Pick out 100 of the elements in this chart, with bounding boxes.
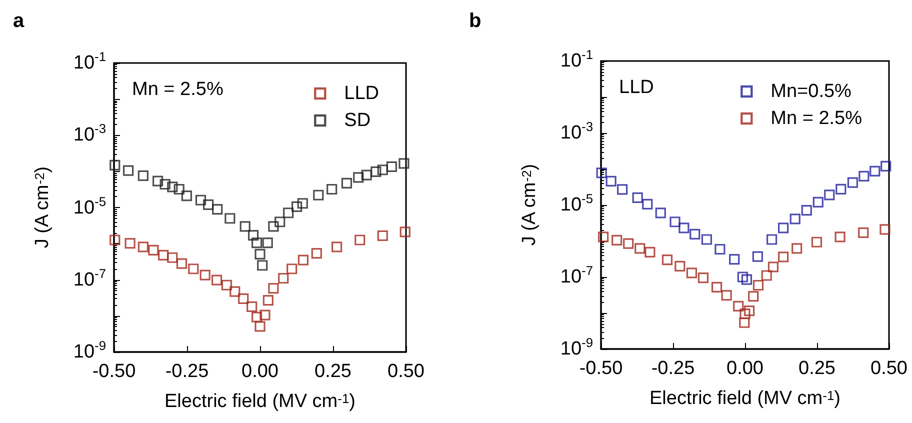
point — [246, 301, 258, 312]
point — [698, 272, 709, 284]
point — [824, 190, 835, 200]
y-tick-label: 10$^{-5}$ — [560, 191, 593, 216]
point — [123, 165, 134, 176]
point — [398, 158, 410, 169]
legend-label: SD — [344, 110, 371, 131]
point — [341, 178, 352, 189]
y-tick-label: 10$^{-1}$ — [560, 47, 593, 72]
y-tick-label: 10$^{-7}$ — [73, 266, 106, 290]
y-tick-label: 10$^{-9}$ — [560, 335, 593, 360]
point — [834, 232, 846, 242]
point — [176, 258, 188, 269]
point — [268, 221, 279, 232]
y-tick-label: 10$^{-5}$ — [73, 194, 106, 218]
point — [158, 250, 169, 260]
point — [870, 166, 880, 176]
point — [711, 282, 722, 293]
point — [274, 216, 286, 228]
point — [662, 254, 673, 266]
point — [353, 172, 364, 183]
point — [283, 208, 294, 218]
point — [670, 216, 680, 228]
point — [766, 234, 778, 245]
point — [148, 244, 159, 256]
legend-label: Mn = 2.5% — [770, 108, 862, 129]
point — [748, 291, 759, 302]
point — [847, 177, 858, 188]
point — [752, 280, 764, 291]
legend-label: Mn=0.5% — [770, 81, 852, 102]
point — [740, 308, 750, 320]
point — [386, 161, 397, 172]
x-tick-label: 0.50 — [388, 361, 424, 382]
point — [200, 270, 210, 280]
point — [792, 243, 802, 254]
point — [211, 274, 222, 286]
point — [714, 244, 726, 255]
point — [254, 248, 266, 260]
point — [617, 184, 628, 195]
point — [203, 199, 214, 210]
y-axis-title: J (A cm-2) — [519, 164, 540, 246]
point — [251, 238, 262, 248]
point — [262, 238, 273, 248]
point — [690, 228, 700, 240]
point — [880, 224, 890, 235]
point — [370, 166, 382, 177]
point — [655, 208, 666, 218]
point — [152, 176, 164, 186]
annotation: LLD — [619, 77, 654, 98]
point — [268, 282, 279, 294]
point — [678, 222, 690, 234]
point — [596, 168, 607, 178]
point — [174, 184, 184, 195]
point — [733, 300, 744, 312]
x-tick-label: 0.25 — [314, 361, 352, 382]
point — [790, 214, 800, 224]
point — [291, 201, 302, 212]
x-tick-label: -0.50 — [92, 361, 136, 382]
point — [361, 170, 372, 180]
y-tick-label: 10$^{-3}$ — [73, 121, 106, 146]
point — [812, 196, 824, 208]
point — [326, 184, 338, 195]
point — [858, 227, 869, 238]
point — [744, 306, 755, 316]
x-tick-label: -0.25 — [651, 358, 695, 379]
point — [811, 236, 822, 248]
point — [212, 204, 223, 215]
point — [880, 160, 892, 172]
point — [729, 254, 740, 265]
point — [248, 230, 259, 241]
point — [400, 226, 410, 238]
point — [251, 312, 262, 322]
point — [138, 242, 148, 252]
point — [110, 234, 120, 246]
x-tick-label: 0.00 — [242, 361, 278, 382]
x-tick-label: 0.25 — [798, 358, 836, 379]
chart-title: b — [469, 10, 482, 32]
point — [240, 221, 250, 232]
point — [598, 232, 609, 242]
point — [623, 238, 634, 249]
point — [752, 251, 763, 262]
point — [612, 234, 622, 246]
point — [642, 198, 653, 210]
point — [858, 170, 870, 182]
legend-label: LLD — [344, 83, 380, 104]
point — [674, 260, 686, 272]
point — [257, 260, 268, 271]
point — [138, 170, 148, 181]
y-tick-label: 10$^{-1}$ — [73, 49, 106, 74]
point — [768, 262, 779, 272]
point — [836, 184, 846, 194]
y-axis-title: J (A cm-2) — [32, 166, 53, 248]
point — [761, 270, 772, 281]
point — [377, 230, 388, 241]
point — [110, 160, 120, 171]
point — [254, 321, 266, 332]
point — [188, 264, 199, 274]
chart-title: a — [13, 10, 25, 32]
point — [778, 252, 789, 262]
y-tick-label: 10$^{-7}$ — [560, 263, 593, 288]
